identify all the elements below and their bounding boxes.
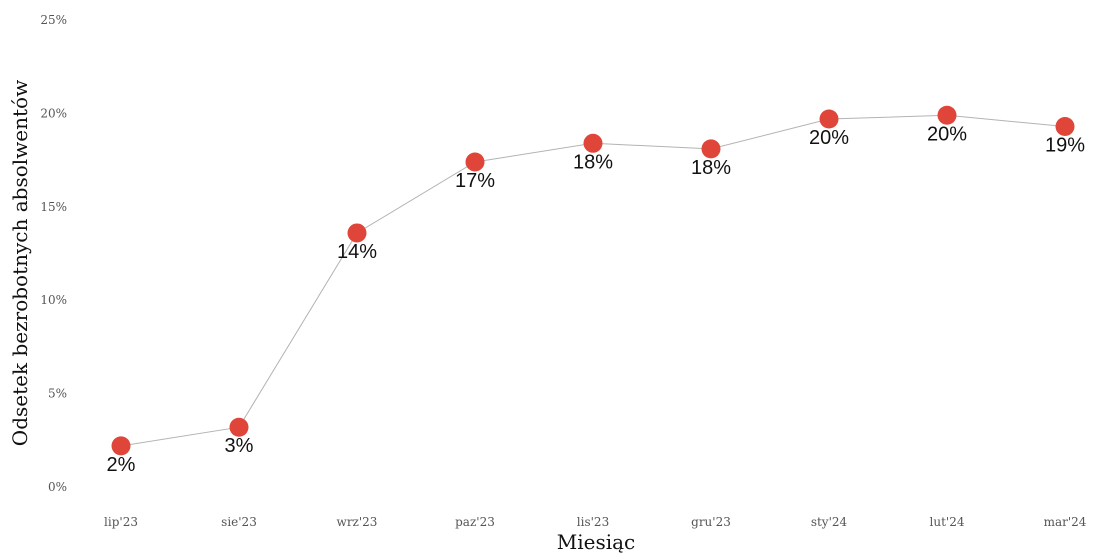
x-tick-label: sie'23	[221, 515, 257, 529]
data-point	[819, 109, 839, 129]
y-axis-title: Odsetek bezrobotnych absolwentów	[8, 80, 32, 446]
data-label: 20%	[809, 127, 849, 149]
data-label: 17%	[455, 170, 495, 192]
y-tick-label: 25%	[40, 13, 67, 27]
x-tick-label: wrz'23	[337, 515, 378, 529]
x-tick-label: gru'23	[691, 515, 731, 529]
data-point	[1055, 116, 1075, 136]
data-point	[701, 139, 721, 159]
x-tick-label: sty'24	[811, 515, 848, 529]
y-tick-label: 5%	[48, 387, 67, 401]
data-point	[465, 152, 485, 172]
data-point	[583, 133, 603, 153]
data-point	[111, 436, 131, 456]
y-tick-label: 10%	[40, 293, 67, 307]
x-tick-label: lip'23	[104, 515, 138, 529]
y-tick-label: 20%	[40, 106, 67, 120]
y-axis-ticks: 0% 5% 10% 15% 20% 25%	[40, 13, 67, 494]
data-point	[937, 105, 957, 125]
x-axis-ticks: lip'23 sie'23 wrz'23 paz'23 lis'23 gru'23 sty'…	[104, 515, 1087, 529]
y-tick-label: 0%	[48, 480, 67, 494]
x-axis-title: Miesiąc	[557, 530, 636, 553]
data-label: 18%	[691, 157, 731, 179]
y-tick-label: 15%	[40, 200, 67, 214]
x-tick-label: paz'23	[455, 515, 495, 529]
data-label: 2%	[107, 454, 136, 476]
data-label: 18%	[573, 151, 613, 173]
x-tick-label: lut'24	[930, 515, 965, 529]
data-label: 19%	[1045, 134, 1085, 156]
data-labels: 2% 3% 14% 17% 18% 18% 20% 20% 19%	[107, 123, 1086, 476]
data-point	[347, 223, 367, 243]
data-label: 20%	[927, 123, 967, 145]
data-points	[111, 105, 1075, 456]
x-tick-label: lis'23	[577, 515, 609, 529]
data-point	[229, 417, 249, 437]
data-label: 3%	[225, 435, 254, 457]
data-label: 14%	[337, 241, 377, 263]
x-tick-label: mar'24	[1044, 515, 1087, 529]
